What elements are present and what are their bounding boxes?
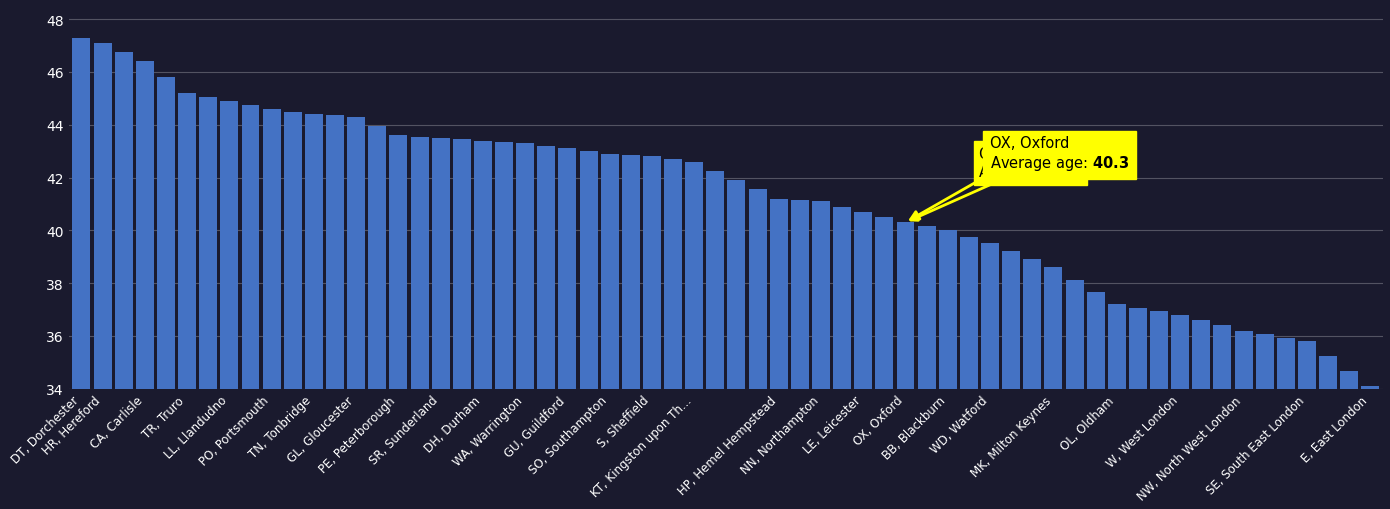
Bar (516, 144, 534, 509)
Bar (1277, 338, 1295, 509)
Text: OX, Oxford
Average age: $\bf{40.3}$: OX, Oxford Average age: $\bf{40.3}$ (910, 136, 1129, 221)
Bar (1213, 326, 1232, 509)
Bar (897, 223, 915, 509)
Bar (538, 147, 555, 509)
Bar (1298, 342, 1316, 509)
Bar (706, 172, 724, 509)
Bar (833, 207, 851, 509)
Bar (855, 212, 873, 509)
Bar (938, 231, 956, 509)
Bar (432, 138, 449, 509)
Bar (178, 94, 196, 509)
Bar (960, 237, 979, 509)
Bar (72, 39, 90, 509)
Bar (115, 53, 132, 509)
Text: OX, Oxford
Average age:: OX, Oxford Average age: (980, 147, 1081, 180)
Bar (1340, 372, 1358, 509)
Bar (1150, 312, 1168, 509)
Bar (876, 218, 894, 509)
Bar (474, 142, 492, 509)
Bar (327, 116, 343, 509)
Bar (644, 157, 660, 509)
Bar (93, 44, 111, 509)
Bar (685, 162, 703, 509)
Bar (453, 140, 471, 509)
Bar (1193, 320, 1211, 509)
Bar (495, 143, 513, 509)
Bar (348, 118, 366, 509)
Bar (1255, 334, 1273, 509)
Bar (580, 152, 598, 509)
Bar (664, 160, 682, 509)
Bar (600, 154, 619, 509)
Bar (1002, 252, 1020, 509)
Bar (242, 106, 260, 509)
Bar (304, 115, 322, 509)
Bar (621, 156, 639, 509)
Bar (368, 127, 386, 509)
Bar (157, 78, 175, 509)
Bar (812, 202, 830, 509)
Bar (1108, 304, 1126, 509)
Bar (1172, 315, 1190, 509)
Bar (981, 244, 999, 509)
Bar (410, 137, 428, 509)
Bar (1361, 386, 1379, 509)
Bar (263, 109, 281, 509)
Bar (1319, 356, 1337, 509)
Bar (770, 199, 788, 509)
Bar (284, 112, 302, 509)
Bar (1044, 268, 1062, 509)
Bar (749, 190, 767, 509)
Bar (1129, 308, 1147, 509)
Bar (199, 98, 217, 509)
Bar (917, 227, 935, 509)
Bar (791, 201, 809, 509)
Bar (1023, 260, 1041, 509)
Bar (727, 181, 745, 509)
Bar (389, 136, 407, 509)
Bar (136, 62, 154, 509)
Bar (1066, 280, 1084, 509)
Bar (1234, 331, 1252, 509)
Bar (1087, 292, 1105, 509)
Bar (221, 102, 238, 509)
Bar (559, 149, 577, 509)
